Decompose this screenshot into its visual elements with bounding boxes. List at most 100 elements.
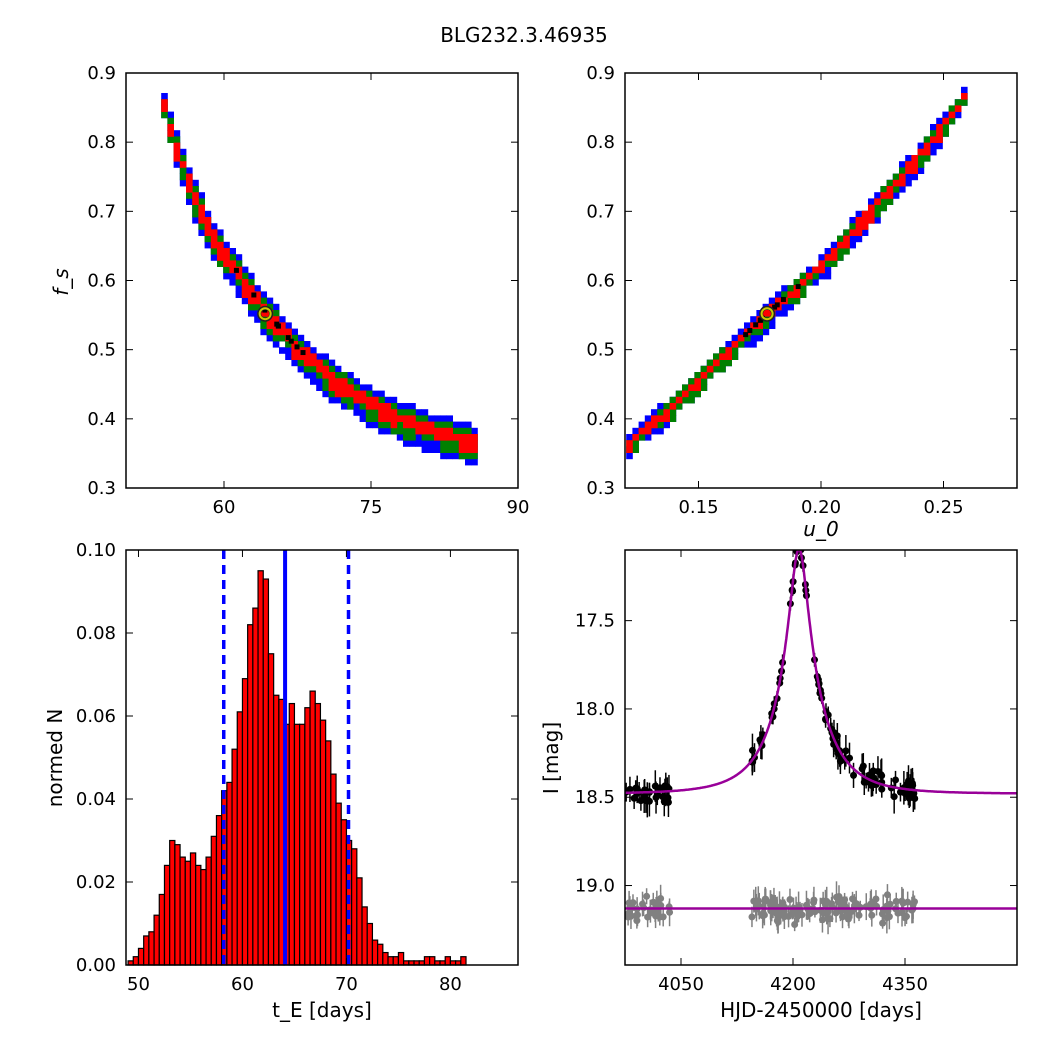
sigma1-cell (954, 105, 962, 112)
sigma1-cell (700, 372, 708, 379)
histogram-bar (356, 877, 363, 966)
sigma1-cell (248, 291, 255, 298)
sigma3-cell (874, 217, 881, 224)
sigma1-cell (644, 427, 652, 435)
panel-fs-vs-te: 60 75 90 0.3 0.4 0.5 0.6 0.7 0.8 0.9 f_s (49, 63, 529, 518)
y-tick-label: 0.4 (87, 409, 116, 430)
sigma1-cell (378, 403, 385, 410)
sigma1-cell (186, 173, 193, 181)
sigma3-cell (440, 415, 447, 422)
sigma3-cell (651, 427, 658, 435)
histogram-bar (184, 860, 192, 966)
sigma3-cell (421, 446, 429, 453)
sigma3-cell (365, 384, 373, 391)
histogram-bar (231, 748, 238, 966)
sigma3-cell (787, 303, 794, 311)
sigma2-cell (688, 378, 695, 385)
sigma1-cell (843, 241, 850, 249)
sigma1-cell (818, 266, 825, 274)
sigma2-cell (725, 359, 732, 367)
sigma3-cell (824, 266, 832, 274)
panel-light-curve: 4050 4200 4350 17.5 18.0 18.5 19.0 HJD-2450000… (539, 549, 1018, 1022)
sigma3-cell (861, 229, 869, 236)
sigma3-cell (917, 142, 925, 150)
best-sample-marker (288, 338, 294, 344)
sigma2-cell (409, 427, 416, 435)
sigma1-cell (465, 446, 472, 453)
sigma2-cell (427, 434, 435, 441)
sigma3-cell (911, 173, 918, 181)
sigma3-cell (471, 458, 478, 466)
sigma1-cell (427, 427, 435, 435)
sigma3-cell (427, 440, 435, 447)
sigma2-cell (737, 341, 745, 348)
sigma3-cell (353, 409, 360, 416)
sigma1-cell (868, 217, 875, 224)
y-tick-label: 0.02 (76, 872, 116, 893)
sigma3-cell (266, 334, 274, 342)
x-tick-label: 60 (213, 497, 236, 518)
histogram-bar (252, 607, 259, 966)
sigma2-cell (837, 248, 844, 255)
sigma1-cell (880, 192, 887, 199)
y-tick-label: 18.0 (575, 699, 615, 720)
sigma1-cell (223, 248, 230, 255)
sigma2-cell (179, 167, 187, 174)
sigma3-cell (818, 254, 825, 261)
sigma1-cell (713, 359, 720, 367)
sigma3-cell (186, 198, 193, 205)
sigma3-cell (279, 316, 286, 323)
sigma1-cell (719, 353, 726, 360)
sigma1-cell (886, 192, 894, 199)
sigma1-cell (235, 272, 243, 280)
sigma3-cell (421, 440, 429, 447)
sigma1-cell (210, 235, 218, 243)
sigma1-cell (626, 440, 633, 447)
sigma1-cell (458, 440, 466, 447)
sigma1-cell (334, 378, 342, 385)
histogram-bar (387, 956, 394, 966)
sigma1-cell (384, 403, 391, 410)
sigma2-cell (793, 279, 801, 286)
histogram-bar (210, 835, 218, 966)
sigma2-cell (204, 235, 212, 243)
sigma3-cell (310, 378, 317, 385)
sigma1-cell (390, 415, 398, 422)
data-point (630, 794, 638, 802)
sigma2-cell (880, 204, 887, 212)
sigma2-cell (942, 124, 949, 131)
residual-point (643, 892, 651, 900)
sigma3-cell (353, 378, 360, 385)
sigma3-cell (204, 210, 212, 218)
sigma2-cell (378, 396, 385, 404)
plot-area (161, 93, 478, 466)
sigma3-cell (725, 341, 732, 348)
sigma2-cell (285, 341, 292, 348)
sigma3-cell (192, 217, 199, 224)
sigma1-cell (799, 279, 807, 286)
sigma2-cell (365, 390, 373, 398)
best-fit-marker (760, 307, 774, 321)
sigma2-cell (806, 279, 813, 286)
best-sample-marker (772, 304, 778, 310)
sigma2-cell (198, 198, 205, 205)
sigma1-cell (198, 210, 205, 218)
sigma3-cell (347, 372, 354, 379)
sigma1-cell (198, 204, 205, 212)
sigma3-cell (266, 297, 274, 305)
sigma1-cell (334, 390, 342, 398)
sigma1-cell (663, 415, 670, 422)
y-tick-label: 18.5 (575, 787, 615, 808)
sigma1-cell (359, 396, 367, 404)
sigma2-cell (452, 427, 460, 435)
sigma2-cell (700, 384, 708, 391)
sigma1-cell (303, 353, 311, 360)
histogram-bar (423, 956, 431, 966)
data-point (859, 762, 867, 770)
residual-point (811, 908, 819, 916)
sigma1-cell (303, 359, 311, 367)
sigma3-cell (161, 93, 168, 100)
sigma1-cell (192, 198, 199, 205)
sigma1-cell (632, 434, 639, 441)
data-point (910, 789, 918, 797)
